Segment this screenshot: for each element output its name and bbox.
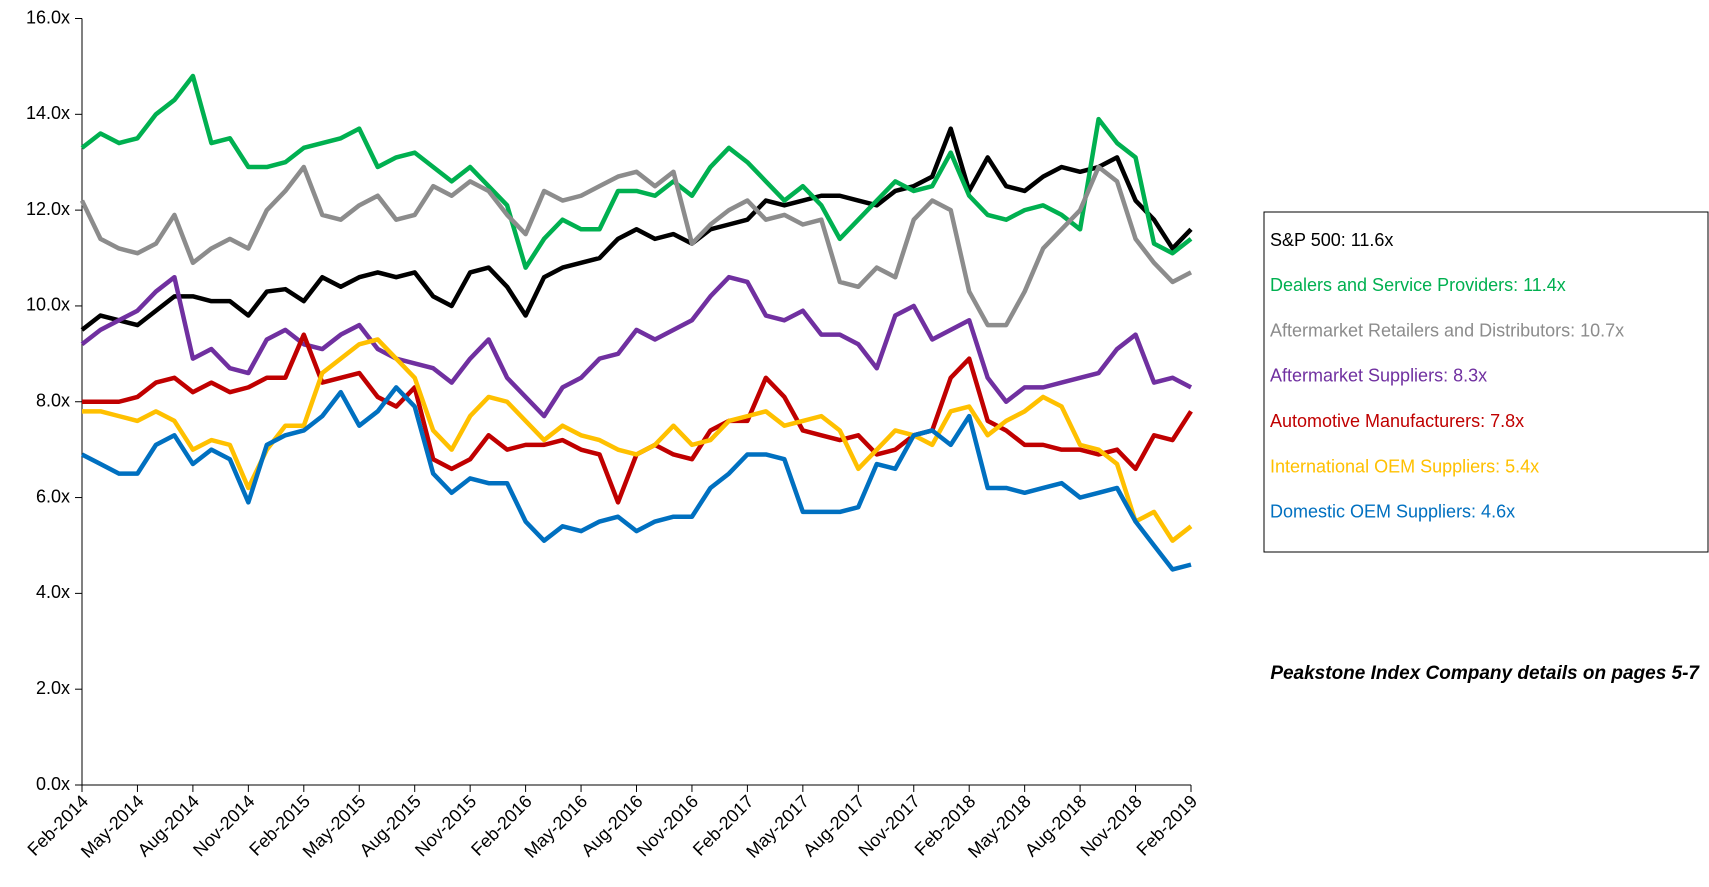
series-line <box>80 274 1193 419</box>
legend-entry: Aftermarket Suppliers: 8.3x <box>1270 366 1487 386</box>
x-tick-label: Nov-2016 <box>633 791 702 860</box>
x-tick-label: Nov-2018 <box>1076 791 1145 860</box>
series-line <box>80 126 1193 332</box>
y-tick-label: 12.0x <box>26 199 70 219</box>
y-tick-label: 16.0x <box>26 7 70 27</box>
annotation: Peakstone Index Company details on pages… <box>1270 663 1700 684</box>
x-tick-label: Nov-2015 <box>411 791 480 860</box>
x-tick-label: Feb-2019 <box>1133 791 1202 860</box>
legend-box <box>1263 211 1709 553</box>
legend-entry: Dealers and Service Providers: 11.4x <box>1270 275 1566 295</box>
legend-entry: S&P 500: 11.6x <box>1270 230 1393 250</box>
y-tick-label: 10.0x <box>26 295 70 315</box>
legend-entry: Automotive Manufacturers: 7.8x <box>1270 411 1524 431</box>
x-tick-label: Nov-2017 <box>855 791 924 860</box>
y-tick-label: 2.0x <box>36 678 70 698</box>
legend-entry: Aftermarket Retailers and Distributors: … <box>1270 320 1624 340</box>
y-tick-label: 0.0x <box>36 774 70 794</box>
x-tick-label: Nov-2014 <box>189 791 258 860</box>
y-tick-label: 8.0x <box>36 391 70 411</box>
series-line <box>79 164 1193 328</box>
series-line <box>80 385 1192 572</box>
series-line <box>82 332 1193 505</box>
legend-entry: International OEM Suppliers: 5.4x <box>1270 456 1539 476</box>
series-line <box>80 73 1193 270</box>
y-tick-label: 4.0x <box>36 582 70 602</box>
y-tick-label: 6.0x <box>36 486 70 506</box>
legend-entry: Domestic OEM Suppliers: 4.6x <box>1270 502 1515 522</box>
y-tick-label: 14.0x <box>26 103 70 123</box>
